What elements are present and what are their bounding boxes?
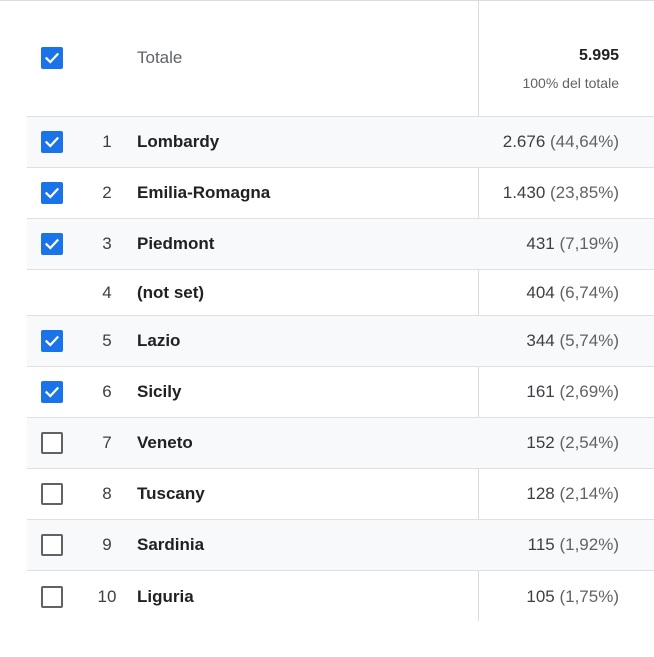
value-cell: 161 (2,69%) (478, 382, 654, 402)
check-icon (44, 187, 60, 199)
value-cell: 152 (2,54%) (478, 433, 654, 453)
row-checkbox[interactable] (41, 585, 63, 608)
row-checkbox-cell (27, 585, 77, 608)
check-icon (44, 136, 60, 148)
region-table: Totale 5.995 100% del totale 1 Lombardy 2.… (27, 0, 654, 622)
check-icon (44, 386, 60, 398)
region-name[interactable]: Tuscany (137, 484, 205, 503)
total-value: 5.995 (578, 47, 619, 64)
check-icon (44, 238, 60, 250)
users-percentage: (44,64%) (550, 132, 619, 151)
table-row[interactable]: 4 (not set) 404 (6,74%) (27, 270, 654, 316)
table-row[interactable]: 6 Sicily 161 (2,69%) (27, 367, 654, 418)
region-name[interactable]: (not set) (137, 282, 205, 302)
table-row[interactable]: 2 Emilia-Romagna 1.430 (23,85%) (27, 168, 654, 219)
value-cell: 128 (2,14%) (478, 484, 654, 504)
column-divider (478, 1, 479, 621)
row-index: 6 (102, 382, 112, 401)
users-percentage: (23,85%) (550, 183, 619, 202)
row-index: 4 (102, 282, 112, 302)
users-percentage: (2,14%) (559, 484, 619, 503)
region-name[interactable]: Liguria (137, 586, 194, 606)
value-cell: 1.430 (23,85%) (478, 183, 654, 203)
value-cell: 115 (1,92%) (478, 535, 654, 555)
row-checkbox[interactable] (41, 381, 63, 403)
row-index: 1 (102, 132, 112, 151)
row-index: 2 (102, 183, 112, 202)
select-all-checkbox[interactable] (41, 47, 63, 69)
row-checkbox[interactable] (41, 330, 63, 352)
region-name[interactable]: Emilia-Romagna (137, 183, 271, 202)
region-name[interactable]: Piedmont (137, 234, 215, 253)
users-count: 128 (526, 484, 555, 503)
row-checkbox-cell (27, 282, 77, 304)
table-row[interactable]: 10 Liguria 105 (1,75%) (27, 571, 654, 622)
users-count: 1.430 (502, 183, 546, 202)
header-checkbox-cell (27, 47, 77, 69)
row-checkbox-cell (27, 330, 77, 352)
table-row[interactable]: 7 Veneto 152 (2,54%) (27, 418, 654, 469)
region-name[interactable]: Veneto (137, 433, 193, 452)
check-icon (44, 335, 60, 347)
users-count: 2.676 (502, 132, 546, 151)
row-index: 8 (102, 484, 112, 503)
users-percentage: (1,75%) (559, 586, 619, 606)
region-name[interactable]: Lombardy (137, 132, 220, 151)
region-name[interactable]: Lazio (137, 331, 181, 350)
users-percentage: (2,69%) (559, 382, 619, 401)
value-cell: 404 (6,74%) (478, 283, 654, 303)
users-count: 161 (526, 382, 555, 401)
row-checkbox[interactable] (41, 432, 63, 454)
users-count: 152 (526, 433, 555, 452)
table-row[interactable]: 1 Lombardy 2.676 (44,64%) (27, 117, 654, 168)
row-index: 5 (102, 331, 112, 350)
value-cell: 431 (7,19%) (478, 234, 654, 254)
row-checkbox-cell (27, 432, 77, 454)
row-checkbox[interactable] (41, 483, 63, 505)
table-header-row: Totale 5.995 100% del totale (27, 0, 654, 117)
row-checkbox[interactable] (41, 534, 63, 556)
row-checkbox-cell (27, 483, 77, 505)
value-cell: 105 (1,75%) (478, 587, 654, 607)
row-checkbox[interactable] (41, 182, 63, 204)
row-index: 10 (97, 586, 117, 606)
header-total-cell: 5.995 100% del totale (478, 25, 654, 91)
header-total-label: Totale (137, 48, 183, 67)
users-percentage: (6,74%) (559, 282, 619, 302)
row-checkbox[interactable] (41, 233, 63, 255)
table-row[interactable]: 3 Piedmont 431 (7,19%) (27, 219, 654, 270)
region-name[interactable]: Sardinia (137, 535, 205, 554)
users-percentage: (7,19%) (559, 234, 619, 253)
row-checkbox-cell (27, 381, 77, 403)
value-cell: 2.676 (44,64%) (478, 132, 654, 152)
row-checkbox[interactable] (41, 131, 63, 153)
row-index: 9 (102, 535, 112, 554)
users-percentage: (5,74%) (559, 331, 619, 350)
users-count: 431 (526, 234, 555, 253)
table-row[interactable]: 9 Sardinia 115 (1,92%) (27, 520, 654, 571)
row-checkbox-cell (27, 534, 77, 556)
users-count: 105 (526, 586, 555, 606)
row-index: 7 (102, 433, 112, 452)
users-percentage: (2,54%) (559, 433, 619, 452)
table-body: 1 Lombardy 2.676 (44,64%) 2 Emilia-Romagna 1.… (27, 117, 654, 622)
users-percentage: (1,92%) (559, 535, 619, 554)
table-row[interactable]: 5 Lazio 344 (5,74%) (27, 316, 654, 367)
value-cell: 344 (5,74%) (478, 331, 654, 351)
top-border (0, 0, 654, 1)
users-count: 404 (526, 282, 555, 302)
region-name[interactable]: Sicily (137, 382, 182, 401)
total-percentage: 100% del totale (522, 75, 619, 91)
row-index: 3 (102, 234, 112, 253)
check-icon (44, 52, 60, 64)
users-count: 115 (527, 535, 555, 554)
table-row[interactable]: 8 Tuscany 128 (2,14%) (27, 469, 654, 520)
row-checkbox-cell (27, 131, 77, 153)
row-checkbox-cell (27, 182, 77, 204)
row-checkbox-cell (27, 233, 77, 255)
users-count: 344 (526, 331, 555, 350)
